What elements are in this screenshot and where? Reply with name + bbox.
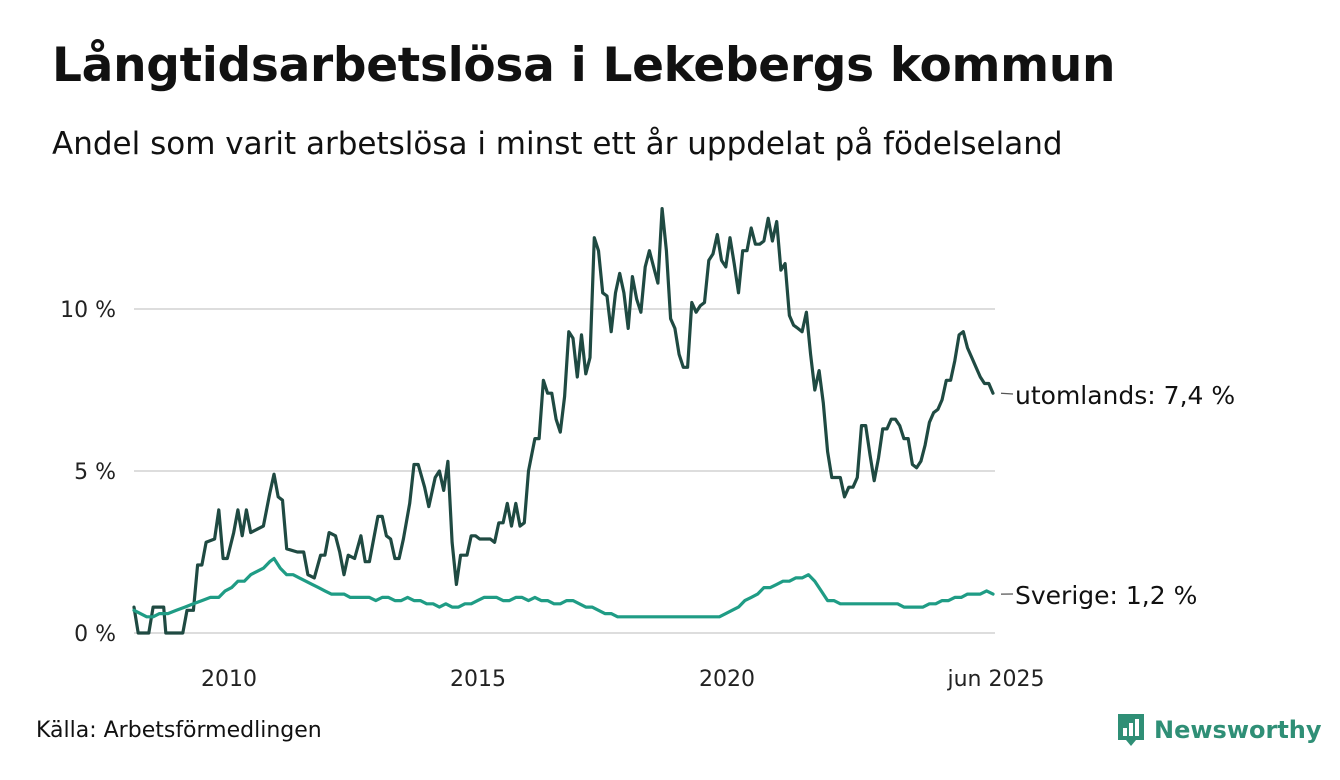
grid-lines xyxy=(134,308,995,634)
x-tick-label: 2020 xyxy=(699,667,755,692)
y-axis: 0 % 5 % 10 % xyxy=(60,298,116,647)
series-line-sverige xyxy=(132,556,995,619)
x-tick-label: 2010 xyxy=(201,667,257,692)
newsworthy-logo-icon xyxy=(1118,714,1144,746)
y-tick-label: 0 % xyxy=(74,622,116,647)
end-label-connector xyxy=(1000,392,1014,395)
chart-title: Långtidsarbetslösa i Lekebergs kommun xyxy=(52,38,1116,93)
chart-subtitle: Andel som varit arbetslösa i minst ett å… xyxy=(52,126,1063,162)
series-end-labels: utomlands: 7,4 % Sverige: 1,2 % xyxy=(1000,381,1235,610)
x-tick-label: jun 2025 xyxy=(947,667,1045,692)
y-tick-label: 5 % xyxy=(74,460,116,485)
line-chart: 0 % 5 % 10 % 2010 2015 2020 jun 2025 utomland… xyxy=(60,207,1235,692)
series-end-label-utomlands: utomlands: 7,4 % xyxy=(1015,381,1235,410)
series-line-utomlands xyxy=(132,207,995,635)
source-note: Källa: Arbetsförmedlingen xyxy=(36,718,322,743)
series-end-label-sverige: Sverige: 1,2 % xyxy=(1015,581,1197,610)
x-tick-label: 2015 xyxy=(450,667,506,692)
brand-logo: Newsworthy xyxy=(1116,712,1322,748)
series-lines xyxy=(132,207,995,635)
y-tick-label: 10 % xyxy=(60,298,116,323)
brand-name: Newsworthy xyxy=(1154,716,1322,744)
x-axis: 2010 2015 2020 jun 2025 xyxy=(201,667,1044,692)
